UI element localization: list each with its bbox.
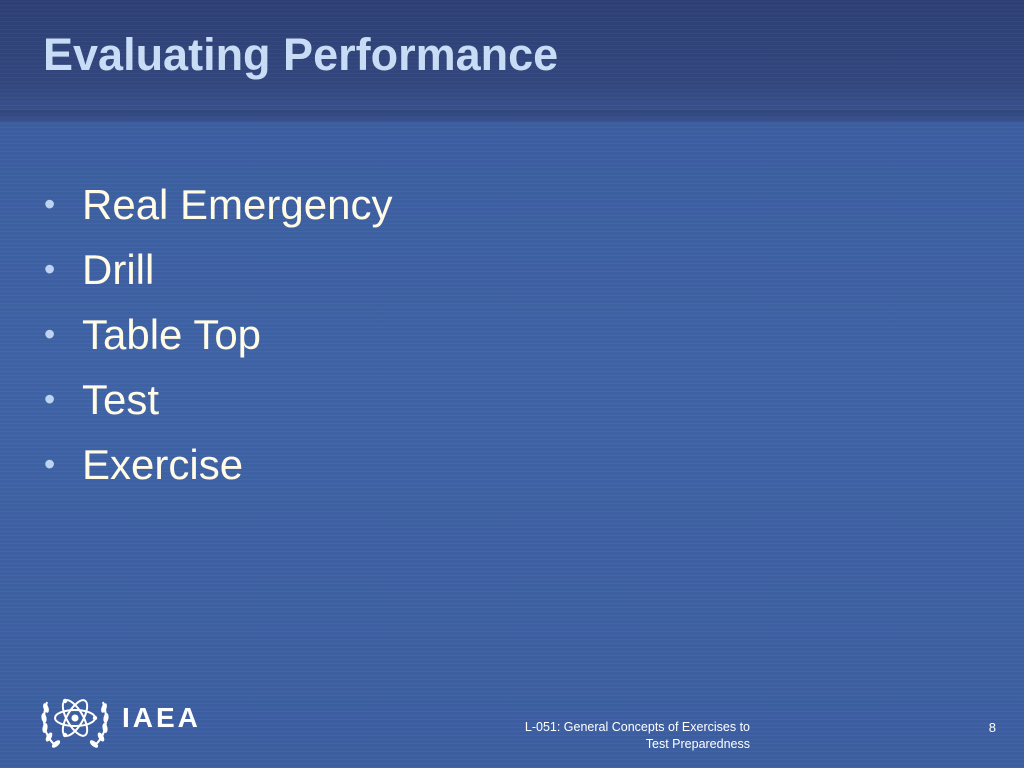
- iaea-logo: IAEA: [38, 684, 228, 754]
- footer-course-title: L-051: General Concepts of Exercises to …: [470, 719, 750, 753]
- bullet-item: • Test: [40, 371, 392, 436]
- bullet-list: • Real Emergency • Drill • Table Top • T…: [40, 176, 392, 501]
- slide-title: Evaluating Performance: [43, 29, 559, 80]
- bullet-symbol: •: [44, 316, 56, 352]
- footer-course-line: Test Preparedness: [645, 737, 750, 751]
- bullet-symbol: •: [44, 186, 56, 222]
- footer-course-line: L-051: General Concepts of Exercises to: [524, 720, 750, 734]
- bullet-text: Drill: [82, 246, 155, 293]
- page-number: 8: [988, 720, 996, 735]
- bullet-item: • Table Top: [40, 306, 392, 371]
- bullet-text: Exercise: [82, 441, 244, 488]
- title-band: [0, 0, 1024, 122]
- bullet-symbol: •: [44, 381, 56, 417]
- atom-laurel-icon: [41, 698, 109, 748]
- title-band-shadow: [0, 110, 1024, 124]
- logo-wordmark: IAEA: [122, 702, 201, 733]
- bullet-text: Test: [82, 376, 160, 423]
- bullet-symbol: •: [44, 251, 56, 287]
- bullet-item: • Real Emergency: [40, 176, 392, 241]
- bullet-item: • Drill: [40, 241, 392, 306]
- bullet-item: • Exercise: [40, 436, 392, 501]
- bullet-symbol: •: [44, 446, 56, 482]
- bullet-text: Real Emergency: [82, 181, 393, 228]
- bullet-text: Table Top: [82, 311, 262, 358]
